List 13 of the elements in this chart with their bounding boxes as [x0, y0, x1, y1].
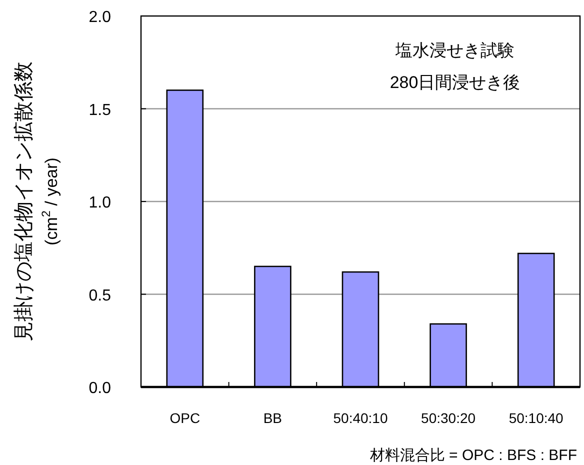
- y-tick-label: 0.5: [88, 287, 112, 304]
- y-tick-label: 1.5: [88, 102, 112, 119]
- x-axis-title: 材料混合比 = OPC : BFS : BFF: [368, 447, 577, 464]
- x-tick-label: 50:30:20: [421, 410, 476, 426]
- y-tick-label: 0.0: [88, 380, 112, 397]
- x-tick-label: 50:40:10: [333, 410, 388, 426]
- annotation: 塩水浸せき試験: [394, 41, 514, 60]
- y-tick-label: 2.0: [88, 9, 112, 26]
- x-tick-label: BB: [263, 410, 282, 426]
- x-tick-label: OPC: [170, 410, 200, 426]
- annotation: 280日間浸せき後: [390, 73, 520, 92]
- y-tick-label: 1.0: [88, 194, 112, 212]
- x-tick-label: 50:10:40: [508, 410, 564, 426]
